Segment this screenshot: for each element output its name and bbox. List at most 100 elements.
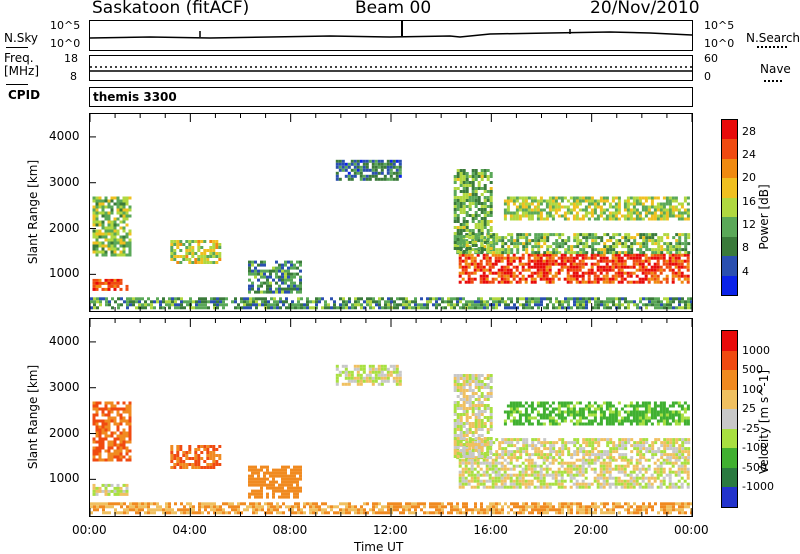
power-echo-region — [90, 297, 692, 310]
power-colorbar-cell — [722, 158, 737, 179]
cpid-label-underline — [6, 84, 28, 85]
power-colorbar-tick-label: 4 — [742, 264, 749, 278]
velocity-echo-region — [170, 445, 222, 469]
power-heatmap — [90, 114, 692, 311]
beam-title: Beam 00 — [355, 0, 432, 18]
velocity-colorbar-cell — [722, 350, 737, 371]
velocity-y-tick-label: 2000 — [49, 425, 80, 440]
velocity-colorbar-tick-label: 1000 — [742, 343, 770, 357]
nave-label-dots — [764, 80, 782, 82]
velocity-colorbar-cell — [722, 409, 737, 430]
velocity-colorbar-cell — [722, 428, 737, 449]
x-tick-label: 04:00 — [172, 523, 207, 537]
cpid-value: themis 3300 — [93, 90, 177, 104]
power-echo-region — [92, 278, 129, 291]
velocity-colorbar-tick-label: 25 — [742, 402, 756, 416]
noise-left-tick-top: 10^5 — [50, 19, 81, 32]
x-tick-label: 12:00 — [373, 523, 408, 537]
velocity-colorbar-label-text: Velocity [m s^-1] — [757, 369, 771, 475]
noise-panel — [89, 20, 693, 51]
power-colorbar-cell — [722, 178, 737, 199]
velocity-echo-region — [503, 401, 690, 426]
velocity-colorbar-tick-label: -500 — [742, 460, 767, 474]
x-tick-label: 00:00 — [674, 523, 709, 537]
velocity-colorbar-cell — [722, 389, 737, 410]
power-y-tick-label: 4000 — [49, 128, 80, 143]
power-y-tick-label: 1000 — [49, 266, 80, 281]
freq-left-tick-bottom: 8 — [70, 70, 77, 83]
cpid-panel: themis 3300 — [89, 87, 693, 107]
velocity-echo-region — [90, 502, 692, 515]
velocity-y-tick-label: 4000 — [49, 333, 80, 348]
velocity-colorbar-tick-label: 100 — [742, 382, 763, 396]
velocity-y-tick-label: 3000 — [49, 379, 80, 394]
freq-right-tick-top: 60 — [704, 52, 718, 65]
power-colorbar-cell — [722, 197, 737, 218]
power-echo-region — [335, 159, 402, 181]
power-colorbar — [721, 119, 738, 296]
velocity-colorbar-label: Velocity [m s^-1] — [757, 367, 771, 477]
power-colorbar-tick-label: 8 — [742, 241, 749, 255]
power-plot — [89, 113, 693, 312]
noise-left-label: N.Sky — [4, 31, 39, 45]
velocity-colorbar — [721, 330, 738, 508]
power-colorbar-cell — [722, 236, 737, 257]
velocity-echo-region — [92, 483, 129, 496]
freq-left-label-top: Freq. — [4, 51, 34, 65]
velocity-y-axis-label: Slant Range [km] — [26, 364, 40, 470]
x-tick-label: 08:00 — [272, 523, 308, 537]
power-colorbar-tick-label: 20 — [742, 171, 756, 185]
power-colorbar-cell — [722, 256, 737, 277]
power-colorbar-label: Power [dB] — [757, 184, 771, 250]
freq-left-tick-top: 18 — [64, 52, 78, 65]
power-echo-region — [92, 196, 132, 257]
velocity-echo-region — [248, 465, 302, 499]
x-tick-label: 20:00 — [573, 523, 609, 537]
power-echo-region — [248, 260, 302, 294]
freq-left-label-bottom: [MHz] — [4, 64, 40, 78]
station-title: Saskatoon (fitACF) — [92, 0, 250, 18]
velocity-echo-region — [335, 364, 402, 386]
velocity-colorbar-tick-label: -25 — [742, 421, 760, 435]
noise-left-label-underline — [6, 47, 28, 48]
velocity-colorbar-tick-label: -100 — [742, 441, 767, 455]
nave-label: Nave — [760, 62, 791, 76]
noise-right-tick-top: 10^5 — [704, 19, 735, 32]
velocity-colorbar-cell — [722, 467, 737, 488]
power-colorbar-tick-label: 16 — [742, 194, 756, 208]
power-colorbar-cell — [722, 139, 737, 160]
x-axis-label: Time UT — [354, 540, 404, 554]
velocity-colorbar-cell — [722, 487, 737, 508]
power-y-axis-label: Slant Range [km] — [26, 159, 40, 265]
cpid-label: CPID — [8, 88, 41, 102]
x-tick-label: 16:00 — [473, 523, 508, 537]
velocity-y-tick-label: 1000 — [49, 471, 80, 486]
velocity-heatmap — [90, 319, 692, 516]
freq-panel — [89, 55, 693, 81]
noise-right-tick-bottom: 10^0 — [704, 37, 735, 50]
noise-left-tick-bottom: 10^0 — [50, 37, 81, 50]
noise-right-label: N.Search — [746, 31, 800, 45]
power-y-tick-label: 2000 — [49, 220, 80, 235]
power-colorbar-cell — [722, 275, 737, 296]
velocity-colorbar-tick-label: -1000 — [742, 480, 774, 494]
velocity-colorbar-cell — [722, 331, 737, 352]
power-echo-region — [503, 196, 690, 221]
noise-right-label-dots — [757, 46, 787, 48]
velocity-colorbar-tick-label: 500 — [742, 363, 763, 377]
velocity-echo-region — [453, 374, 493, 458]
noise-trace — [90, 31, 692, 39]
freq-right-tick-bottom: 0 — [704, 70, 711, 83]
power-echo-region — [456, 233, 691, 255]
x-tick-label: 00:00 — [72, 523, 107, 537]
velocity-plot — [89, 318, 693, 517]
power-colorbar-tick-label: 28 — [742, 124, 756, 138]
power-echo-region — [453, 169, 493, 253]
power-colorbar-cell — [722, 120, 737, 140]
velocity-colorbar-cell — [722, 370, 737, 391]
velocity-echo-region — [92, 401, 132, 462]
power-echo-region — [458, 253, 690, 284]
power-y-tick-label: 3000 — [49, 174, 80, 189]
date-title: 20/Nov/2010 — [590, 0, 700, 18]
power-colorbar-tick-label: 12 — [742, 218, 756, 231]
